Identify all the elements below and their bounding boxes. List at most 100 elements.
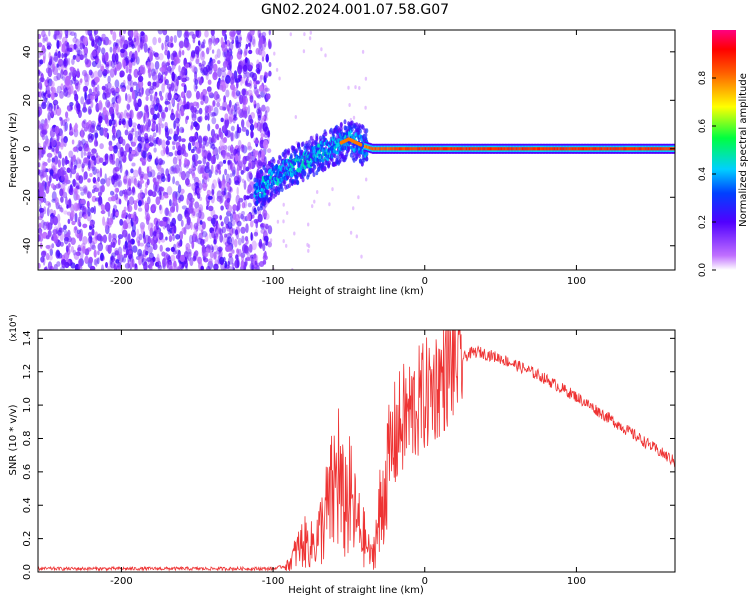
snr-x-ticks: -200 -100 0 100 bbox=[110, 330, 586, 587]
noise-cell bbox=[118, 198, 122, 205]
noise-cell bbox=[115, 265, 118, 270]
signal-cell bbox=[323, 166, 327, 172]
noise-cell bbox=[218, 169, 222, 175]
noise-cell bbox=[60, 207, 64, 213]
signal-cell bbox=[653, 147, 656, 151]
noise-cell bbox=[134, 50, 138, 60]
noise-cell bbox=[229, 61, 232, 71]
noise-cell bbox=[161, 112, 166, 119]
noise-cell bbox=[179, 165, 182, 175]
noise-cell bbox=[364, 76, 368, 81]
noise-cell bbox=[293, 231, 296, 236]
signal-cell bbox=[599, 147, 602, 151]
noise-cell bbox=[53, 209, 56, 216]
signal-cell bbox=[386, 147, 389, 151]
noise-cell bbox=[226, 152, 231, 157]
signal-cell bbox=[301, 177, 305, 183]
noise-cell bbox=[95, 152, 99, 158]
noise-cell bbox=[89, 173, 93, 177]
noise-cell bbox=[127, 178, 132, 187]
noise-cell bbox=[243, 194, 247, 201]
noise-cell bbox=[158, 232, 164, 241]
signal-cell bbox=[661, 147, 664, 151]
signal-cell bbox=[474, 147, 477, 151]
noise-cell bbox=[205, 233, 209, 242]
noise-cell bbox=[207, 152, 212, 162]
noise-cell bbox=[81, 205, 87, 215]
noise-cell bbox=[155, 55, 160, 61]
noise-cell bbox=[197, 256, 202, 265]
noise-cell bbox=[57, 52, 62, 59]
noise-cell bbox=[167, 210, 171, 217]
noise-cell bbox=[42, 180, 46, 187]
noise-cell bbox=[137, 248, 143, 257]
noise-cell bbox=[224, 168, 228, 176]
noise-cell bbox=[125, 249, 129, 256]
noise-cell bbox=[75, 100, 79, 109]
noise-cell bbox=[183, 84, 187, 93]
noise-cell bbox=[73, 187, 78, 195]
noise-cell bbox=[219, 256, 225, 265]
noise-cell bbox=[180, 170, 186, 181]
noise-cell bbox=[131, 187, 135, 193]
signal-cell bbox=[385, 147, 388, 151]
noise-cell bbox=[83, 186, 88, 195]
noise-cell bbox=[286, 211, 289, 215]
noise-cell bbox=[242, 65, 248, 75]
noise-cell bbox=[188, 205, 194, 214]
noise-cell bbox=[56, 213, 61, 223]
noise-cell bbox=[243, 245, 249, 254]
noise-cell bbox=[133, 178, 138, 186]
signal-cell bbox=[667, 147, 670, 151]
noise-cell bbox=[103, 72, 107, 78]
signal-cell bbox=[365, 128, 369, 134]
noise-cell bbox=[161, 63, 167, 73]
noise-cell bbox=[83, 172, 86, 181]
noise-cell bbox=[192, 101, 199, 107]
noise-cell bbox=[38, 33, 42, 40]
noise-cell bbox=[53, 235, 59, 244]
noise-cell bbox=[72, 154, 76, 162]
signal-cell bbox=[392, 147, 395, 151]
noise-cell bbox=[119, 163, 123, 174]
noise-cell bbox=[241, 178, 245, 183]
noise-cell bbox=[47, 106, 52, 112]
noise-cell bbox=[217, 60, 221, 65]
noise-cell bbox=[46, 41, 52, 46]
noise-cell bbox=[129, 86, 134, 93]
noise-cell bbox=[114, 45, 119, 54]
noise-cell bbox=[263, 40, 267, 48]
noise-cell bbox=[360, 254, 363, 259]
noise-cell bbox=[42, 251, 47, 256]
noise-cell bbox=[110, 255, 114, 261]
noise-cell bbox=[199, 115, 203, 122]
noise-cell bbox=[70, 210, 75, 218]
signal-cell bbox=[556, 147, 559, 151]
signal-cell bbox=[493, 147, 495, 151]
noise-cell bbox=[56, 261, 61, 267]
snr-y-ticks: 0.00.20.40.60.81.01.21.4 bbox=[22, 330, 675, 580]
noise-cell bbox=[263, 139, 269, 150]
signal-cell bbox=[339, 126, 343, 132]
noise-cell bbox=[263, 131, 269, 139]
noise-cell bbox=[240, 144, 245, 153]
noise-cell bbox=[247, 184, 252, 194]
noise-cell bbox=[170, 53, 175, 61]
noise-cell bbox=[156, 180, 160, 187]
noise-cell bbox=[131, 176, 137, 184]
y-tick-label: 0.6 bbox=[22, 464, 33, 480]
noise-cell bbox=[72, 178, 76, 187]
noise-cell bbox=[175, 202, 179, 213]
noise-cell bbox=[202, 155, 207, 165]
signal-cell bbox=[543, 147, 545, 151]
noise-cell bbox=[264, 87, 270, 92]
noise-cell bbox=[213, 106, 219, 117]
noise-cell bbox=[114, 250, 119, 256]
noise-cell bbox=[53, 109, 57, 116]
noise-cell bbox=[46, 152, 53, 158]
noise-cell bbox=[50, 110, 54, 117]
noise-cell bbox=[120, 36, 125, 42]
noise-cell bbox=[99, 167, 103, 178]
noise-cell bbox=[48, 52, 51, 60]
noise-cell bbox=[253, 263, 259, 270]
